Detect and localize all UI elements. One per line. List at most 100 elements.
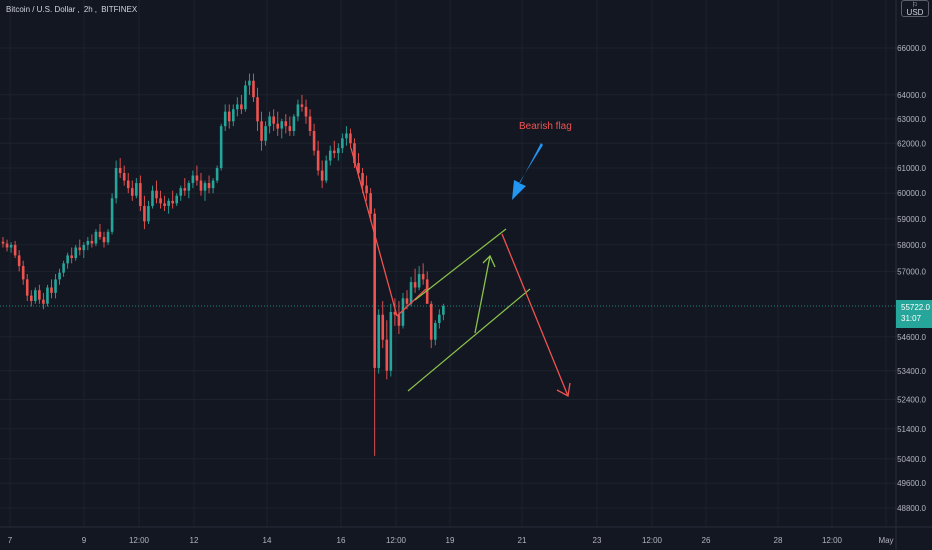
candle-body [219, 126, 223, 169]
trend-line-connector [396, 288, 427, 317]
candle-body [98, 231, 102, 238]
y-tick-label: 48800.0 [897, 504, 926, 513]
candle-body [405, 298, 409, 304]
candle [90, 234, 94, 248]
candle [139, 175, 142, 212]
candle-body [25, 279, 29, 296]
candle [389, 303, 393, 377]
candle [62, 260, 65, 277]
candle-body [393, 311, 397, 315]
candle-body [312, 131, 316, 151]
candle-body [264, 126, 267, 141]
candle [328, 145, 332, 166]
candle [413, 268, 417, 293]
candle-body [106, 231, 110, 243]
candle-body [50, 287, 53, 293]
y-tick-label: 64000.0 [897, 91, 926, 100]
candle [106, 229, 110, 245]
candle-body [304, 106, 308, 117]
candle-body [442, 305, 445, 315]
candle [377, 309, 381, 374]
candle [17, 250, 21, 272]
candle [151, 185, 154, 209]
flag-icon: ⚐ [911, 2, 919, 9]
candle [54, 274, 57, 299]
candle-body [199, 180, 203, 191]
candle [385, 320, 389, 380]
y-tick-label: 61000.0 [897, 164, 926, 173]
candle-body [66, 255, 69, 264]
candle [86, 237, 90, 251]
candle-body [5, 243, 9, 248]
flag-up-arrow [474, 255, 491, 334]
candle [191, 170, 195, 189]
y-tick-label: 54600.0 [897, 333, 926, 342]
candle [9, 242, 13, 253]
x-tick-label: 26 [702, 536, 711, 545]
candle-body [328, 150, 332, 161]
candle [211, 178, 215, 194]
candle-body [353, 143, 356, 164]
candle [240, 94, 243, 115]
candle-body [17, 255, 21, 267]
candle [312, 123, 316, 156]
candle [42, 292, 45, 310]
candle-body [373, 213, 376, 368]
candle [409, 276, 413, 307]
candle-body [215, 168, 219, 181]
candle-body [90, 240, 94, 244]
currency-selector[interactable]: ⚐ USD [901, 0, 929, 17]
candle [248, 73, 251, 95]
bar-countdown: 31:07 [901, 314, 922, 323]
candle-body [236, 104, 239, 110]
x-tick-label: 14 [263, 536, 272, 545]
flag-up-arrowhead [482, 254, 496, 268]
candle [345, 126, 348, 146]
symbol-interval: 2h [83, 5, 93, 14]
candle [13, 240, 17, 259]
candle-body [175, 195, 179, 204]
candle-body [300, 104, 304, 107]
candle-body [231, 109, 235, 122]
candle-body [94, 231, 98, 244]
candle-body [114, 168, 118, 199]
candle-body [227, 111, 231, 122]
candle-body [268, 116, 271, 127]
candle [1, 237, 5, 248]
candle-body [151, 190, 154, 206]
candle-body [276, 123, 280, 129]
candle-body [385, 339, 389, 371]
candle-body [361, 173, 364, 186]
candle [167, 198, 170, 214]
candle [74, 244, 78, 261]
candle [21, 260, 25, 285]
candle-body [284, 121, 288, 127]
candle [195, 165, 199, 186]
candle-body [143, 205, 146, 222]
candle [421, 263, 425, 285]
candle-body [130, 188, 134, 196]
candle [227, 104, 231, 129]
y-tick-label: 52400.0 [897, 396, 926, 405]
time-axis[interactable]: 7 9 12:00 12 14 16 12:00 19 21 23 12:00 26 28 12:00 Ma… [8, 536, 894, 545]
candle-body [417, 274, 421, 288]
candle-body [211, 180, 215, 189]
candle [78, 239, 82, 256]
x-tick-label: 12:00 [386, 536, 407, 545]
candle-body [102, 237, 106, 243]
candle-body [316, 150, 320, 171]
candle-body [163, 203, 166, 206]
candle-body [256, 97, 259, 122]
candle-body [58, 272, 61, 280]
candle [425, 271, 429, 304]
candle [341, 133, 344, 154]
candle [276, 111, 280, 136]
x-tick-label: 12:00 [129, 536, 150, 545]
candle-body [42, 299, 45, 304]
candle [438, 309, 441, 329]
candle-body [248, 80, 251, 86]
candle [316, 140, 320, 176]
